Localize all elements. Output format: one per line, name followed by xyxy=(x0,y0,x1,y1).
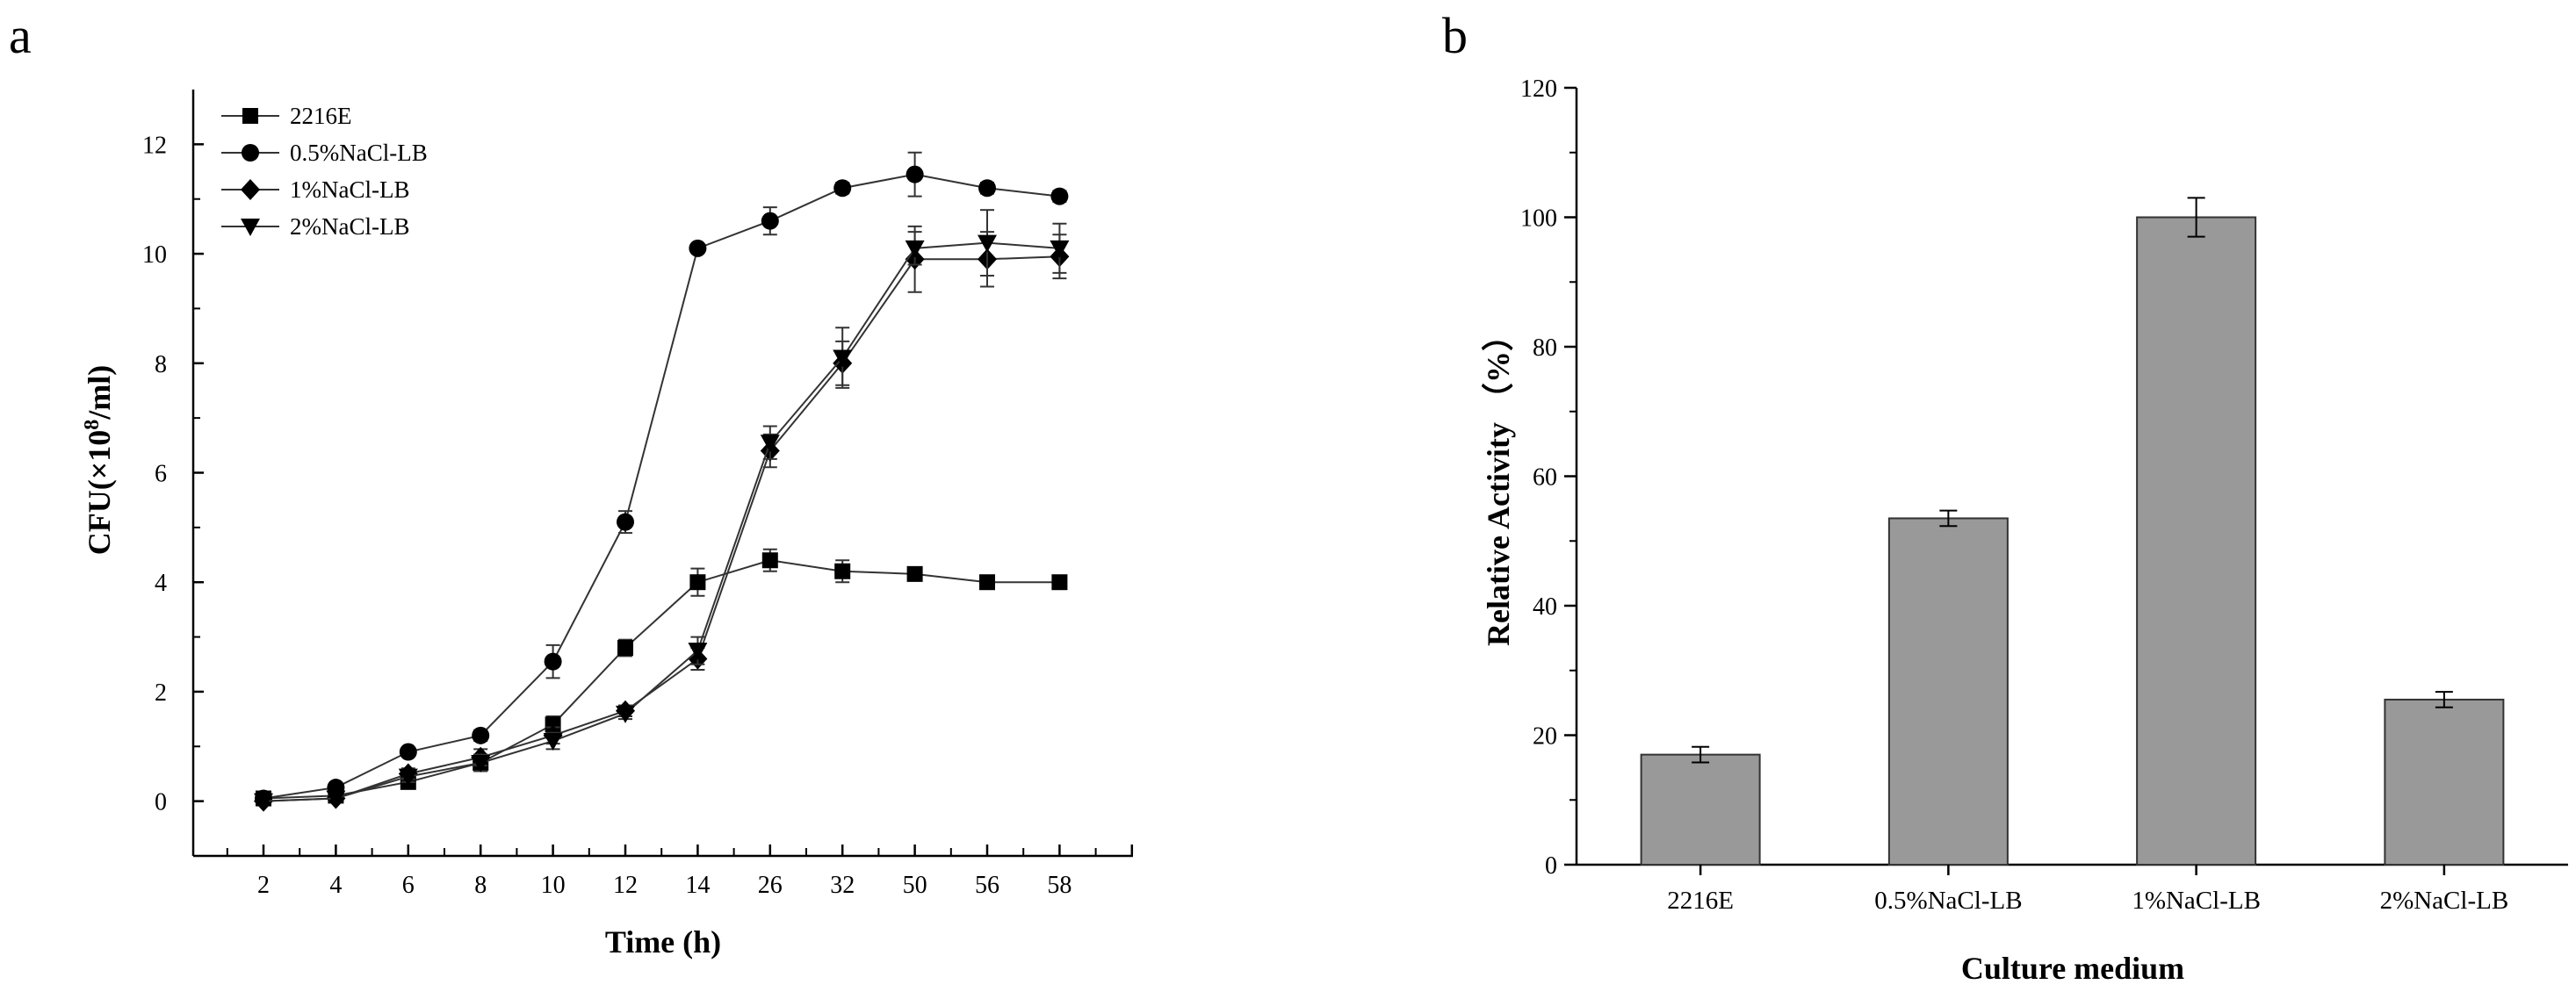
data-point xyxy=(833,349,853,368)
y-tick-label: 0 xyxy=(1545,852,1557,880)
legend-label: 2%NaCl-LB xyxy=(290,213,409,240)
data-point xyxy=(906,565,923,582)
panel-a-y-ticks: 0 2 4 6 8 10 12 xyxy=(142,132,204,857)
legend-marker xyxy=(241,219,260,236)
x-tick-label: 50 xyxy=(903,872,927,899)
data-point xyxy=(689,239,707,257)
data-point xyxy=(472,726,490,744)
data-point xyxy=(544,652,562,671)
data-point xyxy=(688,643,708,661)
series-line xyxy=(263,559,1060,800)
data-point xyxy=(978,234,997,253)
x-tick-label: 4 xyxy=(329,872,342,899)
data-point xyxy=(834,563,851,579)
y-tick-label: 2 xyxy=(155,679,167,707)
y-tick-label: 8 xyxy=(155,351,167,378)
data-point xyxy=(545,716,561,733)
data-point xyxy=(1050,187,1069,205)
x-tick-label: 2 xyxy=(257,872,270,899)
data-point xyxy=(833,179,852,198)
bar xyxy=(1640,753,1761,866)
data-point xyxy=(760,435,780,453)
panel-a-letter: a xyxy=(9,7,32,64)
panel-b-y-ticks: 0 20 40 60 80 100 120 xyxy=(1520,75,1577,880)
panel-b-x-axis-title: Culture medium xyxy=(1961,951,2184,986)
y-tick-label: 20 xyxy=(1533,723,1557,751)
y-tick-label: 40 xyxy=(1533,593,1557,621)
data-point xyxy=(616,705,635,723)
panel-b-y-axis-title: Relative Activity （%） xyxy=(1481,320,1516,646)
panel-a-x-axis-title: Time (h) xyxy=(605,924,721,959)
data-point xyxy=(1051,574,1068,591)
panel-b-bars: 2216E 0.5%NaCl-LB 1%NaCl-LB 2%NaCl-LB xyxy=(1640,197,2509,915)
data-point xyxy=(617,640,633,657)
data-point xyxy=(399,743,417,761)
y-tick-label: 80 xyxy=(1533,334,1557,362)
data-point xyxy=(617,513,634,531)
data-point xyxy=(1050,240,1070,258)
y-tick-label: 4 xyxy=(155,570,167,597)
x-tick-label: 12 xyxy=(613,872,638,899)
x-tick-label: 2216E xyxy=(1667,887,1734,915)
legend-marker xyxy=(242,108,258,124)
y-tick-label: 10 xyxy=(142,241,167,269)
legend-marker xyxy=(242,144,259,162)
y-tick-label: 120 xyxy=(1520,75,1557,103)
series-line xyxy=(263,255,1060,802)
data-point xyxy=(906,165,924,183)
x-tick-label: 2%NaCl-LB xyxy=(2380,887,2509,915)
x-tick-label: 8 xyxy=(474,872,487,899)
legend-marker xyxy=(241,179,260,200)
y-tick-label: 100 xyxy=(1520,205,1557,233)
y-tick-label: 60 xyxy=(1533,464,1557,492)
x-tick-label: 32 xyxy=(830,872,855,899)
x-tick-label: 26 xyxy=(758,872,783,899)
data-point xyxy=(471,754,491,773)
data-point xyxy=(326,790,346,809)
panel-a-legend: 2216E 0.5%NaCl-LB 1%NaCl-LB 2%NaCl-LB xyxy=(221,103,428,240)
legend-label: 2216E xyxy=(290,103,352,129)
series-line xyxy=(263,173,1060,800)
legend-label: 0.5%NaCl-LB xyxy=(290,140,428,166)
data-point xyxy=(543,733,563,751)
panel-b-letter: b xyxy=(1442,7,1468,64)
x-tick-label: 0.5%NaCl-LB xyxy=(1874,887,2022,915)
panel-a-x-ticks: 2 4 6 8 10 12 14 26 32 50 56 58 xyxy=(226,844,1134,899)
data-point xyxy=(905,240,925,258)
data-point xyxy=(398,768,418,787)
line-chart-panel-a: 0 2 4 6 8 10 12 2 4 6 8 10 12 14 26 32 50 56 58 2216E 0.5%… xyxy=(81,90,1134,959)
data-point xyxy=(979,574,995,591)
y-tick-label: 6 xyxy=(155,461,167,488)
bar xyxy=(2136,216,2257,866)
bar xyxy=(1887,517,2009,866)
data-point xyxy=(761,552,778,569)
x-tick-label: 1%NaCl-LB xyxy=(2132,887,2261,915)
x-tick-label: 58 xyxy=(1047,872,1072,899)
panel-a-y-axis-title: CFU(×108/ml) xyxy=(81,365,117,555)
data-point xyxy=(978,179,996,198)
series-line xyxy=(263,241,1060,802)
legend-label: 1%NaCl-LB xyxy=(290,176,409,203)
x-tick-label: 14 xyxy=(685,872,710,899)
bar-chart-panel-b: 0 20 40 60 80 100 120 2216E 0.5%NaCl-LB 1%NaCl-L… xyxy=(1481,75,2568,986)
bar xyxy=(2384,698,2505,866)
panel-a-series xyxy=(254,151,1070,812)
y-tick-label: 12 xyxy=(142,132,167,159)
data-point xyxy=(761,212,779,230)
data-point xyxy=(254,793,273,811)
x-tick-label: 10 xyxy=(541,872,566,899)
data-point xyxy=(689,574,706,591)
y-tick-label: 0 xyxy=(155,789,167,816)
x-tick-label: 56 xyxy=(975,872,999,899)
x-tick-label: 6 xyxy=(402,872,415,899)
